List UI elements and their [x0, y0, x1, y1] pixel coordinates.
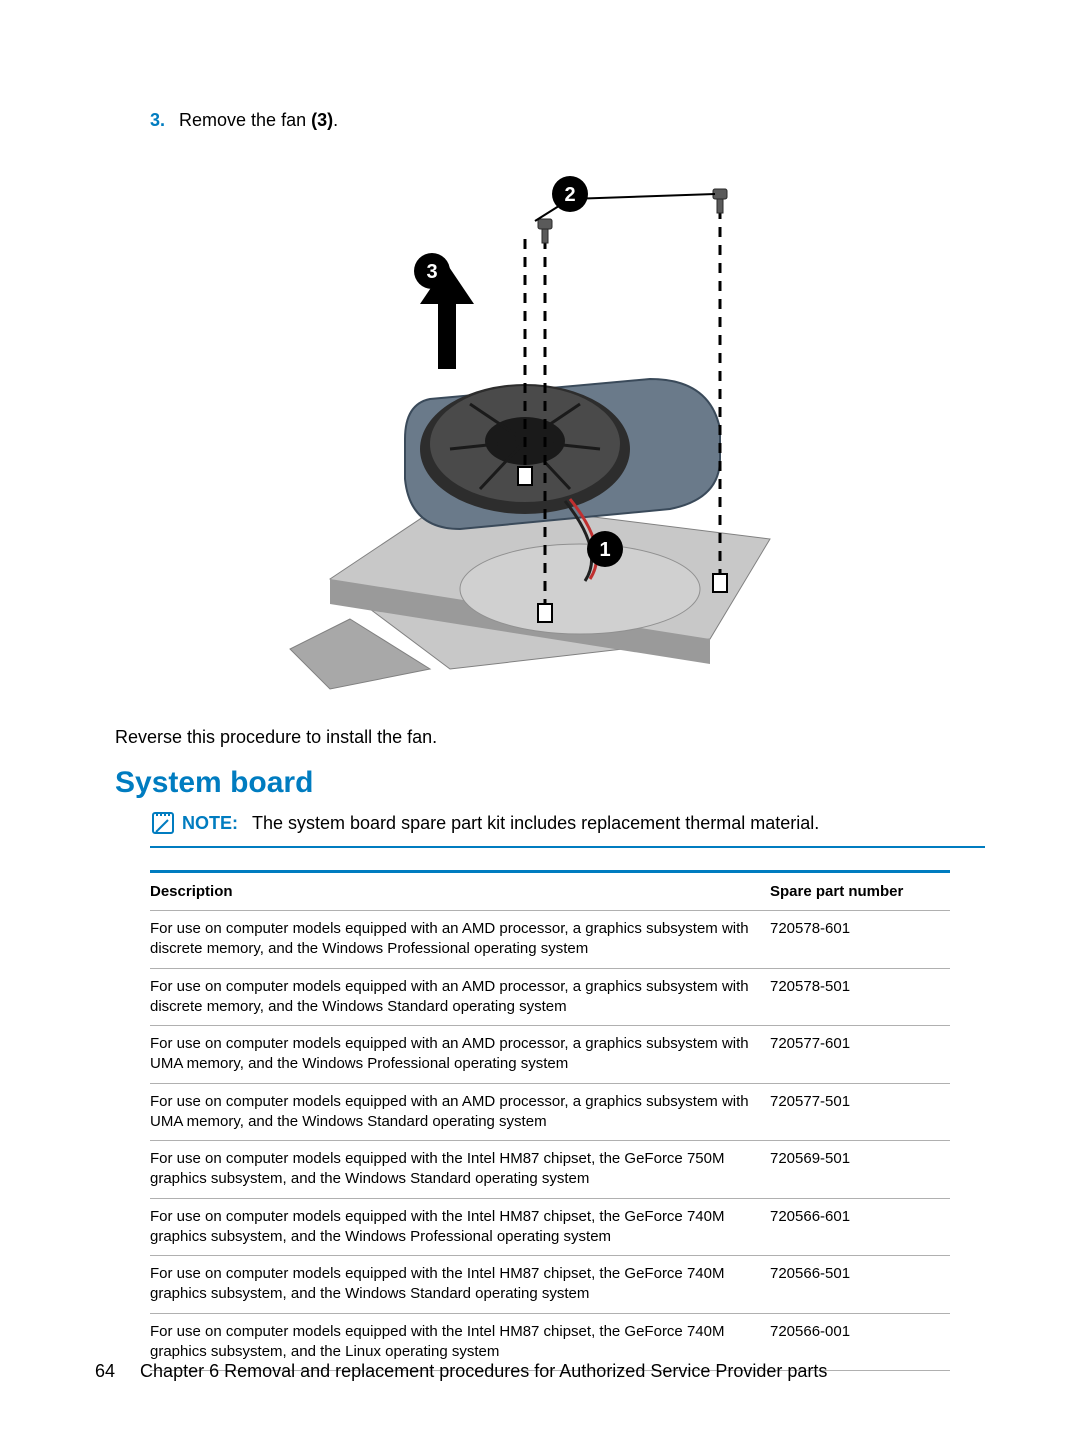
page-footer: 64 Chapter 6 Removal and replacement pro…: [95, 1361, 985, 1382]
note-icon: [150, 810, 176, 836]
callout-1: 1: [599, 539, 610, 561]
table-row: For use on computer models equipped with…: [150, 1256, 950, 1314]
section-heading: System board: [115, 766, 985, 800]
step-text-after: .: [333, 110, 338, 130]
reverse-procedure-text: Reverse this procedure to install the fa…: [115, 727, 985, 748]
table-row: For use on computer models equipped with…: [150, 1026, 950, 1084]
table-row: For use on computer models equipped with…: [150, 1199, 950, 1257]
step-line: 3. Remove the fan (3).: [150, 110, 985, 131]
row-desc: For use on computer models equipped with…: [150, 1322, 770, 1363]
table-row: For use on computer models equipped with…: [150, 1084, 950, 1142]
table-row: For use on computer models equipped with…: [150, 969, 950, 1027]
row-desc: For use on computer models equipped with…: [150, 977, 770, 1018]
row-spn: 720566-001: [770, 1322, 950, 1363]
step-bold: (3): [311, 110, 333, 130]
fan-diagram: 2 1 3: [270, 149, 830, 709]
note-row: NOTE: The system board spare part kit in…: [150, 806, 985, 848]
chapter-title: Chapter 6 Removal and replacement proced…: [140, 1361, 827, 1381]
row-desc: For use on computer models equipped with…: [150, 1149, 770, 1190]
callout-2: 2: [564, 184, 575, 206]
row-desc: For use on computer models equipped with…: [150, 1264, 770, 1305]
header-spare: Spare part number: [770, 883, 950, 900]
note-text: The system board spare part kit includes…: [252, 813, 819, 834]
row-desc: For use on computer models equipped with…: [150, 1034, 770, 1075]
table-row: For use on computer models equipped with…: [150, 911, 950, 969]
row-spn: 720566-501: [770, 1264, 950, 1305]
callout-3: 3: [426, 261, 437, 283]
table-header: Description Spare part number: [150, 873, 950, 911]
row-spn: 720578-601: [770, 919, 950, 960]
page: 3. Remove the fan (3).: [0, 0, 1080, 1437]
row-spn: 720578-501: [770, 977, 950, 1018]
step-number: 3.: [150, 110, 165, 130]
step-text-before: Remove the fan: [179, 110, 311, 130]
page-number: 64: [95, 1361, 115, 1382]
row-spn: 720569-501: [770, 1149, 950, 1190]
row-desc: For use on computer models equipped with…: [150, 1207, 770, 1248]
row-spn: 720577-501: [770, 1092, 950, 1133]
row-spn: 720577-601: [770, 1034, 950, 1075]
table-row: For use on computer models equipped with…: [150, 1141, 950, 1199]
note-label: NOTE:: [182, 813, 238, 834]
row-desc: For use on computer models equipped with…: [150, 1092, 770, 1133]
parts-table: Description Spare part number For use on…: [150, 870, 950, 1371]
row-spn: 720566-601: [770, 1207, 950, 1248]
row-desc: For use on computer models equipped with…: [150, 919, 770, 960]
header-description: Description: [150, 883, 770, 900]
